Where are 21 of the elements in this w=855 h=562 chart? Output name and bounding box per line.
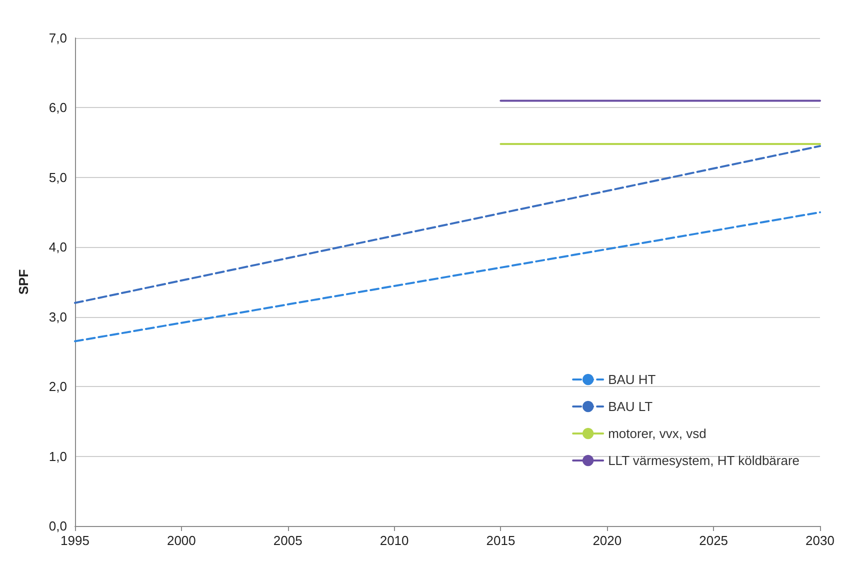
x-tick-label: 2020	[592, 533, 622, 548]
x-tick-label: 2010	[380, 533, 409, 548]
legend-label: BAU HT	[608, 372, 656, 387]
y-tick-label: 1,0	[48, 448, 67, 464]
x-tick-label: 2005	[273, 533, 302, 548]
x-tick-label: 1995	[60, 533, 90, 548]
x-tick-label: 2000	[166, 533, 196, 548]
y-tick-label: 7,0	[48, 30, 67, 46]
y-tick-label: 2,0	[48, 379, 67, 394]
y-tick-label: 3,0	[48, 309, 67, 324]
y-tick-label: 6,0	[48, 100, 67, 116]
x-tick-label: 2015	[486, 533, 516, 548]
y-axis-title: SPF	[16, 269, 31, 295]
y-tick-label: 4,0	[48, 240, 67, 255]
legend-label: BAU LT	[608, 399, 653, 414]
x-tick-label: 2030	[806, 533, 834, 548]
y-tick-label: 5,0	[48, 170, 67, 185]
legend-label: LLT värmesystem, HT köldbärare	[608, 453, 800, 468]
x-tick-label: 2025	[699, 533, 728, 548]
y-tick-label: 0,0	[48, 518, 67, 534]
legend-label: motorer, vvx, vsd	[608, 426, 706, 441]
